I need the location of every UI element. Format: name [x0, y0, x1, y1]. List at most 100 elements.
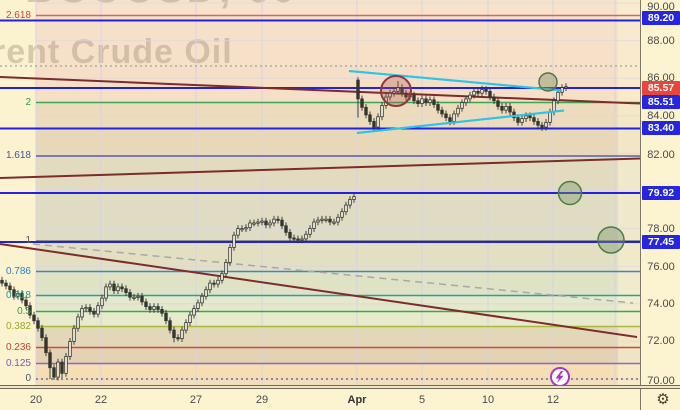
candle: [288, 231, 292, 239]
candle: [140, 295, 144, 303]
candle: [240, 228, 244, 231]
red-ellipse-marker[interactable]: [380, 75, 412, 107]
candle: [316, 219, 320, 223]
fib-zone-fill: [0, 242, 640, 272]
candle: [312, 221, 316, 230]
candle: [348, 199, 352, 206]
rising-mid-line[interactable]: [0, 157, 640, 179]
price-badge-89.20: 89.20: [642, 11, 680, 25]
fib-zone-fill: [0, 129, 640, 156]
candle: [28, 305, 32, 316]
fib-zone-fill: [0, 348, 640, 364]
descending-resistance[interactable]: [0, 76, 640, 105]
settings-gear-icon[interactable]: ⚙: [656, 391, 670, 408]
candle: [364, 106, 368, 116]
candle: [8, 285, 12, 291]
price-badge-85.57: 85.57: [642, 81, 680, 95]
candle: [72, 327, 76, 342]
candle: [536, 121, 540, 126]
price-axis-label: 72.00: [647, 335, 675, 347]
candle: [76, 316, 80, 329]
candle: [564, 86, 568, 89]
candle: [264, 220, 268, 226]
green-circle-lower-right[interactable]: [597, 226, 625, 254]
price-axis-label: 82.00: [647, 149, 675, 161]
steep-falling-line[interactable]: [0, 243, 638, 338]
candle: [88, 307, 92, 312]
candle: [320, 218, 324, 221]
price-axis-label: 86.00: [647, 72, 675, 84]
time-axis-label: 5: [418, 394, 426, 406]
candle: [68, 340, 72, 357]
candle: [456, 107, 460, 115]
fib-zone-fill: [0, 194, 640, 242]
lightning-icon: [555, 371, 564, 384]
candle: [236, 228, 240, 236]
candle: [468, 94, 472, 100]
candle: [152, 306, 156, 310]
candle: [548, 111, 552, 123]
price-badge-85.51: 85.51: [642, 95, 680, 109]
candle: [292, 237, 296, 240]
candle: [108, 283, 112, 288]
candle: [116, 286, 120, 292]
candle: [48, 352, 52, 369]
candle: [4, 282, 8, 287]
price-chart-plot[interactable]: BCOUSD, 60 rent Crude Oil 2.61821.61810.…: [0, 0, 640, 389]
candle: [328, 218, 332, 223]
time-axis-label: 10: [481, 394, 495, 406]
candle: [268, 222, 272, 226]
candle: [60, 361, 64, 374]
candle: [12, 289, 16, 297]
candle: [128, 292, 132, 298]
candle: [124, 288, 128, 293]
candle: [36, 320, 40, 329]
candle: [44, 337, 48, 354]
price-axis-label: 84.00: [647, 110, 675, 122]
price-axis-label: 88.00: [647, 35, 675, 47]
candle: [16, 293, 20, 297]
time-axis-label: 29: [255, 394, 269, 406]
price-axis-label: 78.00: [647, 223, 675, 235]
price-axis-label: 70.00: [647, 375, 675, 387]
candle: [276, 218, 280, 221]
candle: [56, 361, 60, 378]
green-circle-mid-right[interactable]: [557, 180, 583, 206]
candle: [196, 302, 200, 309]
candle: [280, 219, 284, 227]
candle: [212, 282, 216, 285]
candle: [508, 106, 512, 113]
candle: [232, 234, 236, 248]
candle: [160, 309, 164, 314]
candle: [216, 279, 220, 285]
candle: [248, 222, 252, 229]
candle: [556, 91, 560, 102]
time-axis-label: Apr: [347, 394, 367, 406]
candle: [32, 314, 36, 322]
candle: [96, 305, 100, 315]
chart-canvas[interactable]: [0, 0, 640, 389]
candle: [40, 327, 44, 339]
candle: [420, 98, 424, 104]
candle: [516, 117, 520, 123]
price-axis[interactable]: 90.00 88.00 86.00 84.00 82.00 78.00 76.00 74.00…: [640, 0, 680, 410]
candle: [424, 98, 428, 104]
candle: [476, 90, 480, 94]
time-axis-label: 22: [94, 394, 108, 406]
fib-zone-fill: [0, 66, 640, 102]
candle: [520, 118, 524, 123]
dashed-guide[interactable]: [32, 243, 634, 304]
candle: [168, 320, 172, 331]
candle: [332, 221, 336, 224]
time-axis[interactable]: 20 22 27 29 Apr 5 10 12: [0, 390, 640, 410]
price-badge-77.45: 77.45: [642, 235, 680, 249]
green-circle-top[interactable]: [538, 72, 558, 92]
candle: [308, 228, 312, 235]
candle: [92, 310, 96, 315]
candle: [180, 329, 184, 339]
candle: [220, 273, 224, 281]
candle: [176, 337, 180, 340]
candle: [388, 92, 392, 98]
candle: [24, 299, 28, 307]
